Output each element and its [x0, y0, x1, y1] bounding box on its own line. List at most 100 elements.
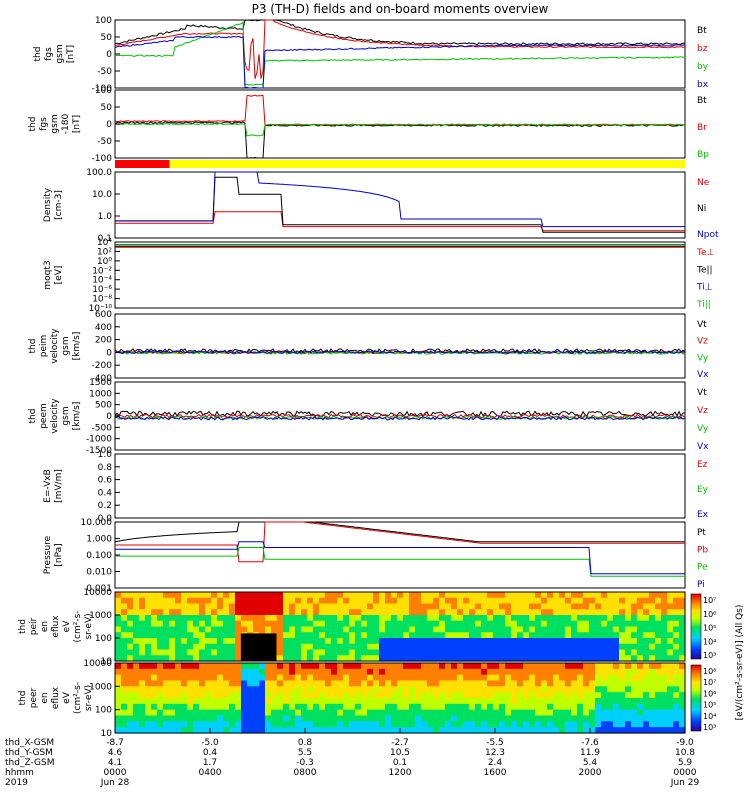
heatmap-cell — [517, 716, 524, 722]
heatmap-cell — [481, 692, 488, 698]
heatmap-cell — [163, 598, 170, 604]
heatmap-cell — [553, 598, 560, 604]
heatmap-cell — [517, 592, 524, 598]
heatmap-cell — [403, 698, 410, 704]
panel-5-ylabel-line: velocity — [50, 328, 60, 364]
heatmap-cell — [301, 609, 308, 615]
heatmap-cell — [565, 621, 572, 627]
heatmap-cell — [613, 675, 620, 681]
heatmap-cell — [211, 698, 218, 704]
heatmap-cell — [253, 675, 260, 681]
panel-0-ylabel-line: fgs — [44, 47, 54, 61]
heatmap-cell — [223, 704, 230, 710]
heatmap-cell — [517, 721, 524, 727]
heatmap-cell — [493, 604, 500, 610]
heatmap-cell — [157, 650, 164, 656]
heatmap-cell — [445, 675, 452, 681]
heatmap-cell — [139, 692, 146, 698]
legend-entry-vz: Vz — [697, 337, 708, 347]
heatmap-cell — [559, 692, 566, 698]
heatmap-cell — [493, 675, 500, 681]
heatmap-cell — [355, 644, 362, 650]
heatmap-cell — [187, 681, 194, 687]
heatmap-cell — [607, 704, 614, 710]
heatmap-cell — [457, 681, 464, 687]
heatmap-cell — [475, 644, 482, 650]
heatmap-cell — [205, 669, 212, 675]
heatmap-cell — [211, 598, 218, 604]
heatmap-cell — [145, 710, 152, 716]
y-tick-label: 0.010 — [86, 568, 112, 578]
heatmap-cell — [367, 675, 374, 681]
heatmap-cell — [211, 669, 218, 675]
heatmap-cell — [361, 609, 368, 615]
heatmap-cell — [277, 604, 284, 610]
heatmap-cell — [145, 650, 152, 656]
heatmap-cell — [595, 592, 602, 598]
heatmap-cell — [283, 692, 290, 698]
heatmap-cell — [565, 669, 572, 675]
panel-10-ylabel-line: peer — [29, 687, 39, 708]
heatmap-cell — [601, 650, 608, 656]
heatmap-cell — [475, 621, 482, 627]
heatmap-cell — [331, 721, 338, 727]
heatmap-cell — [259, 592, 266, 598]
heatmap-cell — [151, 681, 158, 687]
time-axis-hhmm-label: 0800 — [294, 768, 317, 778]
heatmap-cell — [463, 650, 470, 656]
heatmap-cell — [277, 686, 284, 692]
heatmap-cell — [235, 604, 242, 610]
heatmap-cell — [583, 627, 590, 633]
heatmap-cell — [145, 615, 152, 621]
heatmap-cell — [565, 615, 572, 621]
heatmap-cell — [607, 621, 614, 627]
heatmap-cell — [403, 721, 410, 727]
heatmap-cell — [181, 686, 188, 692]
heatmap-cell — [265, 627, 272, 633]
heatmap-cell — [295, 632, 302, 638]
heatmap-cell — [385, 692, 392, 698]
colorbar — [691, 665, 701, 731]
mode-bar-segment — [115, 160, 170, 168]
heatmap-cell — [259, 710, 266, 716]
heatmap-cell — [589, 669, 596, 675]
heatmap-cell — [367, 669, 374, 675]
heatmap-cell — [481, 592, 488, 598]
heatmap-cell — [457, 604, 464, 610]
heatmap-cell — [475, 663, 482, 669]
panel-0-ylabel-line: [nT] — [66, 45, 76, 63]
heatmap-cell — [205, 716, 212, 722]
heatmap-cell — [145, 692, 152, 698]
heatmap-cell — [247, 604, 254, 610]
heatmap-cell — [589, 638, 596, 644]
heatmap-cell — [457, 686, 464, 692]
heatmap-cell — [493, 598, 500, 604]
heatmap-cell — [655, 721, 662, 727]
heatmap-cell — [361, 710, 368, 716]
heatmap-cell — [343, 710, 350, 716]
heatmap-cell — [661, 663, 668, 669]
heatmap-cell — [253, 663, 260, 669]
heatmap-cell — [247, 669, 254, 675]
heatmap-cell — [295, 604, 302, 610]
heatmap-cell — [265, 704, 272, 710]
heatmap-cell — [361, 692, 368, 698]
heatmap-cell — [325, 638, 332, 644]
y-tick-label: 0 — [106, 50, 112, 60]
heatmap-cell — [427, 632, 434, 638]
y-tick-label: 1000 — [89, 389, 112, 399]
heatmap-cell — [283, 627, 290, 633]
heatmap-cell — [175, 621, 182, 627]
panel-6-ylabel-line: [km/s] — [72, 402, 82, 431]
heatmap-cell — [355, 721, 362, 727]
heatmap-cell — [217, 681, 224, 687]
heatmap-cell — [295, 704, 302, 710]
heatmap-cell — [451, 632, 458, 638]
heatmap-cell — [229, 663, 236, 669]
heatmap-cell — [379, 621, 386, 627]
heatmap-cell — [133, 704, 140, 710]
heatmap-cell — [481, 615, 488, 621]
heatmap-cell — [619, 609, 626, 615]
heatmap-cell — [655, 686, 662, 692]
heatmap-cell — [601, 681, 608, 687]
